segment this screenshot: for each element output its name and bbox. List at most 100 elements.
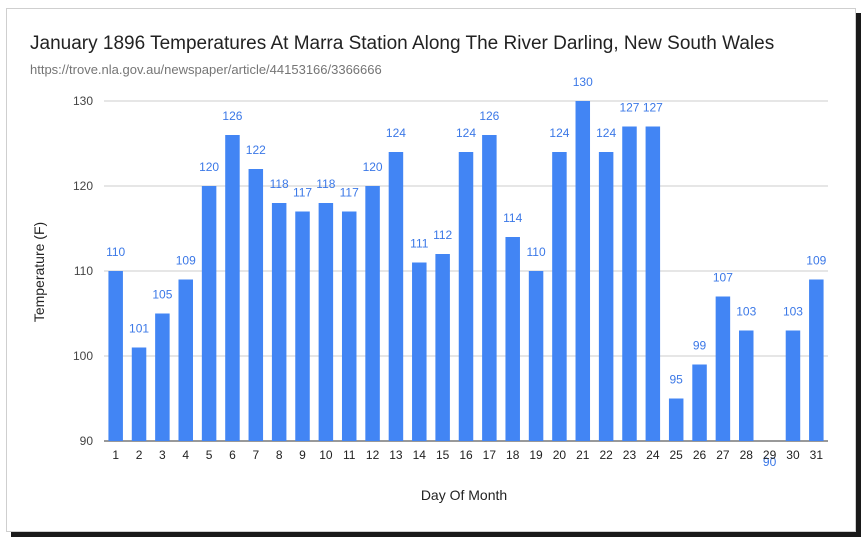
- bar-day-28: [739, 330, 754, 441]
- data-label: 114: [503, 211, 522, 225]
- data-label: 103: [736, 305, 756, 319]
- data-label: 112: [433, 228, 452, 242]
- bar-day-21: [575, 101, 591, 441]
- x-tick-label: 24: [646, 448, 660, 462]
- data-label: 127: [619, 101, 639, 115]
- x-axis-ticks: 1 2 3 4 5 6 7 8 9 10 11 12 13 14 15 16 17 18 19 20 21 22 23 24 2…: [112, 448, 823, 462]
- bar-day-19: [528, 271, 544, 441]
- x-tick-label: 7: [252, 448, 259, 462]
- chart-subtitle: https://trove.nla.gov.au/newspaper/artic…: [30, 62, 382, 77]
- x-tick-label: 30: [786, 448, 800, 462]
- x-tick-label: 20: [553, 448, 567, 462]
- data-label: 118: [316, 177, 335, 191]
- data-label: 120: [199, 160, 219, 174]
- bar-day-4: [178, 279, 193, 441]
- bar-day-12: [365, 186, 380, 441]
- data-label: 127: [643, 101, 663, 115]
- data-label: 109: [806, 254, 826, 268]
- x-tick-label: 21: [576, 448, 590, 462]
- bar-day-15: [435, 254, 450, 441]
- bar-day-23: [622, 126, 637, 441]
- bar-day-7: [248, 169, 264, 441]
- x-tick-label: 31: [810, 448, 824, 462]
- data-label: 124: [549, 126, 569, 140]
- data-label: 95: [670, 373, 684, 387]
- x-tick-label: 16: [459, 448, 473, 462]
- y-tick-label: 130: [73, 94, 93, 108]
- x-tick-label: 4: [182, 448, 189, 462]
- x-tick-label: 14: [413, 448, 427, 462]
- data-label: 90: [763, 455, 777, 469]
- x-tick-label: 15: [436, 448, 450, 462]
- bar-day-11: [341, 211, 357, 441]
- bar-day-10: [318, 203, 334, 441]
- x-tick-label: 6: [229, 448, 236, 462]
- y-tick-label: 110: [74, 264, 93, 278]
- bars: [108, 101, 824, 441]
- x-tick-label: 25: [670, 448, 684, 462]
- y-axis-ticks: 90 100 110 120 130: [73, 94, 93, 448]
- x-tick-label: 9: [299, 448, 306, 462]
- bar-day-3: [155, 313, 170, 441]
- bar-day-13: [388, 152, 404, 441]
- x-tick-label: 29: [763, 448, 777, 462]
- x-tick-label: 19: [529, 448, 543, 462]
- data-label: 130: [573, 75, 593, 89]
- data-label: 101: [129, 322, 149, 336]
- x-tick-label: 10: [319, 448, 333, 462]
- data-label: 124: [596, 126, 616, 140]
- bar-day-2: [131, 347, 147, 441]
- bar-day-18: [505, 237, 520, 441]
- data-label: 124: [386, 126, 406, 140]
- bar-day-6: [225, 135, 240, 441]
- bar-day-24: [645, 126, 661, 441]
- data-label: 107: [713, 271, 733, 285]
- chart-frame: [6, 8, 856, 532]
- bar-day-16: [458, 152, 474, 441]
- x-tick-label: 5: [206, 448, 213, 462]
- y-tick-label: 90: [80, 434, 94, 448]
- bar-day-9: [295, 211, 310, 441]
- bar-day-1: [108, 271, 123, 441]
- x-axis-label: Day Of Month: [421, 487, 507, 503]
- x-tick-label: 13: [389, 448, 403, 462]
- y-tick-label: 100: [73, 349, 93, 363]
- data-label: 118: [270, 177, 289, 191]
- data-label: 126: [222, 109, 242, 123]
- data-label: 109: [176, 254, 196, 268]
- y-axis-label: Temperature (F): [31, 222, 47, 322]
- chart-title: January 1896 Temperatures At Marra Stati…: [30, 33, 775, 54]
- x-tick-label: 28: [740, 448, 754, 462]
- bar-day-5: [201, 186, 217, 441]
- data-label: 111: [410, 237, 429, 251]
- bar-day-17: [482, 135, 497, 441]
- data-label: 124: [456, 126, 476, 140]
- data-label: 99: [693, 339, 707, 353]
- data-label: 117: [340, 186, 359, 200]
- x-tick-label: 12: [366, 448, 380, 462]
- x-tick-label: 18: [506, 448, 520, 462]
- bar-day-30: [785, 330, 801, 441]
- x-tick-label: 2: [136, 448, 143, 462]
- x-tick-label: 22: [599, 448, 613, 462]
- bar-day-26: [692, 364, 707, 441]
- x-tick-label: 3: [159, 448, 166, 462]
- x-tick-label: 1: [112, 448, 119, 462]
- data-label: 117: [293, 186, 312, 200]
- x-tick-label: 23: [623, 448, 637, 462]
- data-label: 120: [363, 160, 383, 174]
- bar-day-22: [598, 152, 614, 441]
- x-tick-label: 26: [693, 448, 707, 462]
- data-label: 122: [246, 143, 266, 157]
- x-tick-label: 11: [343, 448, 356, 462]
- y-tick-label: 120: [73, 179, 93, 193]
- x-tick-label: 17: [483, 448, 497, 462]
- x-tick-label: 27: [716, 448, 730, 462]
- data-label: 110: [106, 245, 125, 259]
- data-label: 110: [526, 245, 545, 259]
- x-tick-label: 8: [276, 448, 283, 462]
- bar-day-31: [809, 279, 824, 441]
- bar-day-27: [715, 296, 731, 441]
- bar-day-25: [668, 398, 684, 441]
